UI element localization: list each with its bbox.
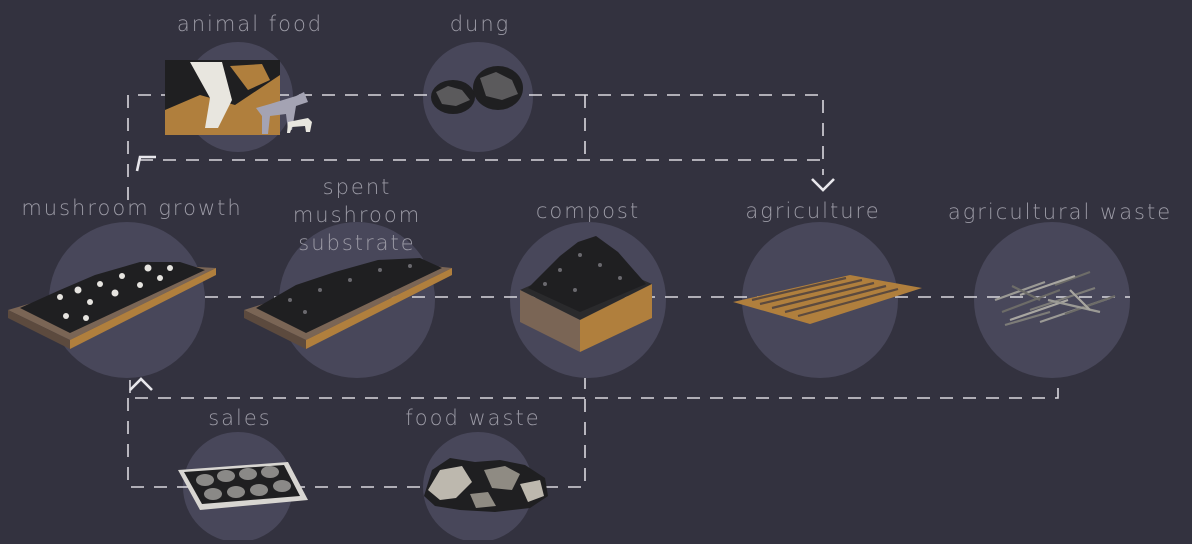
label-line: spent (322, 175, 392, 199)
agricultural-waste-icon (994, 270, 1116, 327)
sales-tray-icon (178, 462, 308, 510)
label-mushroom-growth: mushroom growth (21, 196, 243, 220)
compost-box-icon (520, 236, 652, 352)
arrows (129, 155, 835, 391)
label-food-waste: food waste (405, 406, 541, 430)
label-dung: dung (449, 12, 511, 36)
cow-horse-icon (165, 60, 312, 135)
arrow-up-right-icon (135, 155, 156, 172)
arrow-up-icon (129, 377, 153, 391)
flow-top-loop (127, 94, 824, 200)
flow-bottom-loop (127, 378, 586, 488)
label-spent-mushroom-substrate: spent mushroom substrate (272, 173, 442, 257)
agriculture-field-icon (733, 275, 922, 324)
label-compost: compost (535, 199, 641, 223)
substrate-tray-icon (244, 258, 452, 349)
flow-return-loop (129, 378, 1059, 399)
label-animal-food: animal food (176, 12, 324, 36)
label-line: mushroom (292, 203, 422, 227)
arrow-down-icon (811, 178, 835, 192)
label-agriculture: agriculture (745, 199, 881, 223)
mushroom-tray-icon (8, 262, 216, 349)
food-waste-icon (424, 458, 548, 512)
label-line: substrate (298, 231, 416, 255)
label-sales: sales (208, 406, 272, 430)
dung-icon (431, 66, 523, 114)
label-agricultural-waste: agricultural waste (947, 200, 1173, 224)
